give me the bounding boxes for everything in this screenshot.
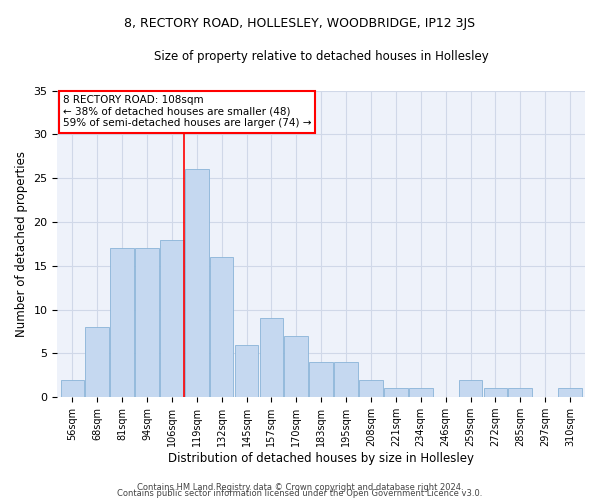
Bar xyxy=(558,388,582,397)
Bar xyxy=(185,170,209,397)
Y-axis label: Number of detached properties: Number of detached properties xyxy=(15,151,28,337)
Bar xyxy=(334,362,358,397)
Bar xyxy=(135,248,159,397)
Text: 8, RECTORY ROAD, HOLLESLEY, WOODBRIDGE, IP12 3JS: 8, RECTORY ROAD, HOLLESLEY, WOODBRIDGE, … xyxy=(124,18,476,30)
Bar xyxy=(210,257,233,397)
X-axis label: Distribution of detached houses by size in Hollesley: Distribution of detached houses by size … xyxy=(168,452,474,465)
Bar xyxy=(85,327,109,397)
Bar xyxy=(284,336,308,397)
Bar xyxy=(384,388,407,397)
Bar xyxy=(160,240,184,397)
Bar xyxy=(110,248,134,397)
Text: Contains public sector information licensed under the Open Government Licence v3: Contains public sector information licen… xyxy=(118,490,482,498)
Bar xyxy=(459,380,482,397)
Title: Size of property relative to detached houses in Hollesley: Size of property relative to detached ho… xyxy=(154,50,488,63)
Bar xyxy=(508,388,532,397)
Bar xyxy=(260,318,283,397)
Bar xyxy=(359,380,383,397)
Bar xyxy=(409,388,433,397)
Text: Contains HM Land Registry data © Crown copyright and database right 2024.: Contains HM Land Registry data © Crown c… xyxy=(137,484,463,492)
Bar xyxy=(61,380,84,397)
Bar xyxy=(484,388,507,397)
Bar xyxy=(235,344,259,397)
Text: 8 RECTORY ROAD: 108sqm
← 38% of detached houses are smaller (48)
59% of semi-det: 8 RECTORY ROAD: 108sqm ← 38% of detached… xyxy=(62,95,311,128)
Bar xyxy=(310,362,333,397)
